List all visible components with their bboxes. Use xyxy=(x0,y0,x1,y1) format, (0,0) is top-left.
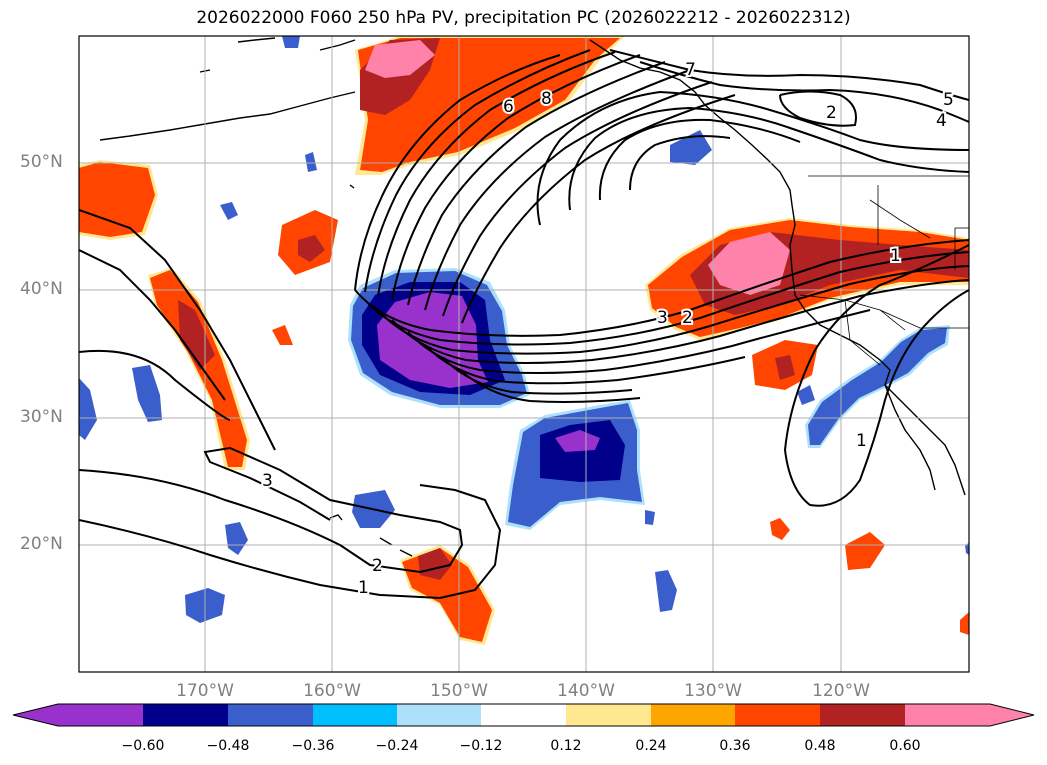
colorbar-tick-label: −0.12 xyxy=(459,738,503,754)
contour-label: 1 xyxy=(890,246,901,266)
borders xyxy=(799,175,969,366)
colorbar-tick-label: −0.24 xyxy=(375,738,419,754)
plot-area: 7 6 8 5 4 2 3 2 1 1 3 2 1 xyxy=(79,36,969,672)
colorbar-bin xyxy=(397,704,481,726)
colorbar-bin xyxy=(651,704,735,726)
colorbar-tick-label: −0.48 xyxy=(206,738,250,754)
contour-label: 3 xyxy=(657,308,668,328)
colorbar-bin xyxy=(313,704,397,726)
colorbar-tick-label: 0.36 xyxy=(719,738,751,754)
map-title: 2026022000 F060 250 hPa PV, precipitatio… xyxy=(196,8,851,28)
colorbar-bin xyxy=(566,704,651,726)
colorbar-bin xyxy=(735,704,820,726)
map-frame xyxy=(78,35,970,673)
colorbar-tick-label: −0.36 xyxy=(291,738,335,754)
contour-labels: 7 6 8 5 4 2 3 2 1 1 3 2 1 xyxy=(260,58,956,600)
contour-label: 1 xyxy=(856,431,867,451)
coastlines xyxy=(99,37,966,557)
colorbar-tick-label: 0.12 xyxy=(550,738,582,754)
contour-label: 7 xyxy=(685,60,696,80)
lon-label: 160°W xyxy=(303,681,361,701)
contour-label: 2 xyxy=(372,556,383,576)
lat-label: 20°N xyxy=(20,534,63,554)
pv-contours xyxy=(79,49,969,600)
colorbar-extend-low xyxy=(13,704,58,726)
colorbar-tick-label: 0.60 xyxy=(889,738,921,754)
lon-label: 140°W xyxy=(557,681,615,701)
colorbar-tick-label: 0.48 xyxy=(804,738,836,754)
colorbar-tick-label: 0.24 xyxy=(635,738,667,754)
contour-label: 8 xyxy=(541,89,552,109)
colorbar-tick-label: −0.60 xyxy=(121,738,165,754)
colorbar-bin xyxy=(905,704,990,726)
colorbar-bin xyxy=(481,704,566,726)
colorbar-extend-high xyxy=(990,704,1034,726)
contour-label: 6 xyxy=(503,97,514,117)
colorbar-bin xyxy=(228,704,313,726)
gridlines xyxy=(79,36,969,672)
colorbar-bin xyxy=(820,704,905,726)
lat-label: 50°N xyxy=(20,152,63,172)
lon-label: 130°W xyxy=(684,681,742,701)
colorbar xyxy=(12,703,1035,727)
contour-label: 2 xyxy=(826,103,837,123)
colorbar-bin xyxy=(143,704,228,726)
lat-label: 30°N xyxy=(20,407,63,427)
contour-label: 3 xyxy=(262,471,273,491)
contour-label: 2 xyxy=(682,308,693,328)
contour-label: 5 xyxy=(943,90,954,110)
colorbar-bin xyxy=(58,704,143,726)
contour-label: 4 xyxy=(936,111,947,131)
lat-label: 40°N xyxy=(20,279,63,299)
lon-label: 150°W xyxy=(430,681,488,701)
lon-label: 170°W xyxy=(176,681,234,701)
lon-label: 120°W xyxy=(812,681,870,701)
contour-label: 1 xyxy=(358,578,369,598)
